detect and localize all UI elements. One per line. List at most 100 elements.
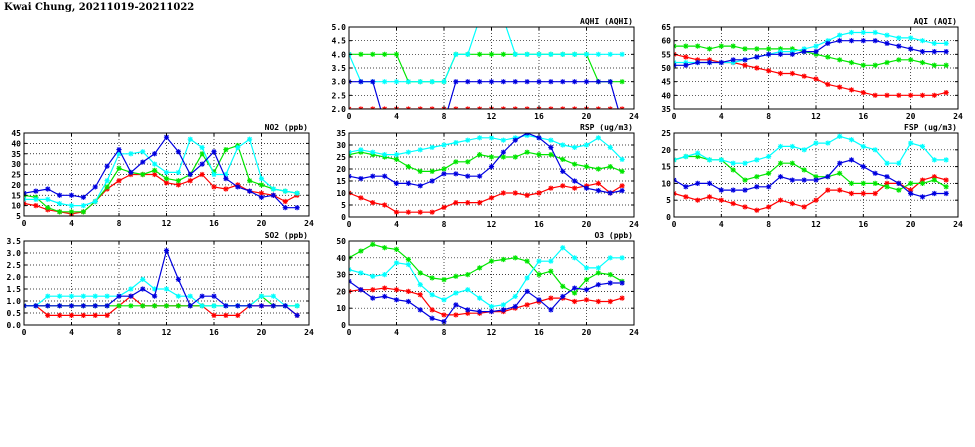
data-point — [919, 194, 926, 200]
data-point — [619, 168, 625, 174]
data-point — [282, 205, 288, 211]
data-point — [199, 171, 205, 178]
data-point — [33, 303, 39, 309]
data-point — [247, 178, 253, 184]
y-tick-label: 40 — [11, 139, 21, 148]
data-point — [548, 79, 554, 85]
data-point — [801, 167, 807, 173]
data-point — [393, 152, 400, 158]
data-point — [908, 92, 914, 98]
data-point — [235, 312, 241, 318]
data-point — [825, 174, 831, 180]
data-point — [512, 79, 518, 85]
data-point — [370, 241, 376, 247]
data-point — [813, 174, 819, 180]
data-point — [405, 79, 411, 85]
data-point — [358, 270, 364, 276]
data-point — [453, 200, 459, 206]
data-point — [572, 144, 578, 150]
data-point — [199, 303, 205, 309]
data-point — [211, 312, 217, 318]
y-tick-label: 20 — [11, 181, 21, 190]
y-tick-label: 45 — [11, 129, 21, 138]
data-point — [943, 40, 949, 46]
data-point — [465, 287, 471, 293]
data-point — [619, 156, 625, 162]
data-point — [572, 298, 578, 305]
x-tick-label: 0 — [347, 112, 352, 121]
data-point — [405, 256, 411, 263]
data-point — [825, 38, 831, 44]
data-point — [45, 186, 51, 192]
data-point — [754, 174, 760, 180]
data-point — [163, 169, 170, 176]
data-point — [370, 287, 376, 293]
data-point — [595, 282, 601, 288]
y-tick-label: 2.5 — [332, 91, 347, 100]
data-point — [465, 307, 471, 313]
y-tick-label: 10 — [661, 179, 671, 188]
x-tick-label: 20 — [906, 112, 916, 121]
data-point — [777, 174, 784, 180]
data-point — [683, 59, 689, 66]
data-point — [943, 62, 949, 68]
data-point — [595, 298, 601, 305]
data-point — [695, 150, 701, 156]
data-point — [116, 178, 122, 184]
y-tick-label: 35 — [11, 150, 21, 159]
series-line-4 — [674, 159, 947, 198]
data-point — [619, 183, 625, 189]
data-point — [488, 164, 495, 170]
series-line-3 — [349, 27, 623, 83]
chart-title: FSP (ug/m3) — [904, 123, 957, 132]
data-point — [706, 59, 713, 66]
data-point — [140, 286, 146, 292]
data-point — [80, 194, 86, 200]
data-point — [896, 92, 902, 98]
y-tick-label: 45 — [661, 78, 671, 87]
data-point — [872, 62, 878, 68]
data-point — [766, 46, 772, 52]
y-tick-label: 2.0 — [332, 105, 347, 114]
data-point — [789, 160, 795, 166]
data-point — [919, 143, 926, 150]
data-point — [931, 157, 937, 163]
data-point — [175, 169, 181, 176]
data-point — [441, 277, 447, 283]
data-point — [477, 295, 483, 301]
data-point — [860, 38, 866, 44]
data-point — [536, 258, 542, 264]
data-point — [742, 204, 748, 210]
data-point — [837, 170, 843, 176]
data-point — [730, 200, 736, 207]
data-point — [163, 176, 170, 182]
data-point — [199, 161, 205, 167]
data-point — [695, 43, 701, 49]
data-point — [754, 157, 760, 163]
data-point — [358, 176, 364, 182]
data-point — [919, 59, 926, 66]
data-point — [453, 302, 459, 308]
x-tick-label: 12 — [811, 220, 821, 229]
y-tick-label: 10 — [336, 189, 346, 198]
data-point — [884, 160, 890, 166]
data-point — [175, 303, 181, 309]
data-point — [872, 147, 878, 153]
y-tick-label: 15 — [11, 191, 21, 200]
data-point — [848, 157, 855, 163]
data-point — [718, 59, 724, 66]
data-point — [500, 154, 506, 160]
x-tick-label: 8 — [117, 219, 122, 228]
data-point — [418, 120, 423, 125]
data-point — [211, 293, 217, 299]
y-tick-label: 10 — [336, 304, 346, 313]
x-tick-label: 0 — [672, 112, 677, 121]
data-point — [572, 161, 578, 167]
data-point — [536, 272, 542, 278]
data-point — [536, 152, 542, 158]
data-point — [393, 297, 400, 303]
data-point — [560, 156, 566, 162]
data-point — [68, 209, 75, 215]
chart-aqi: 0 4 8 12 16 20 24 35 40 45 50 55 60 65 AQI (AQI) — [661, 17, 963, 121]
data-point — [199, 144, 205, 151]
